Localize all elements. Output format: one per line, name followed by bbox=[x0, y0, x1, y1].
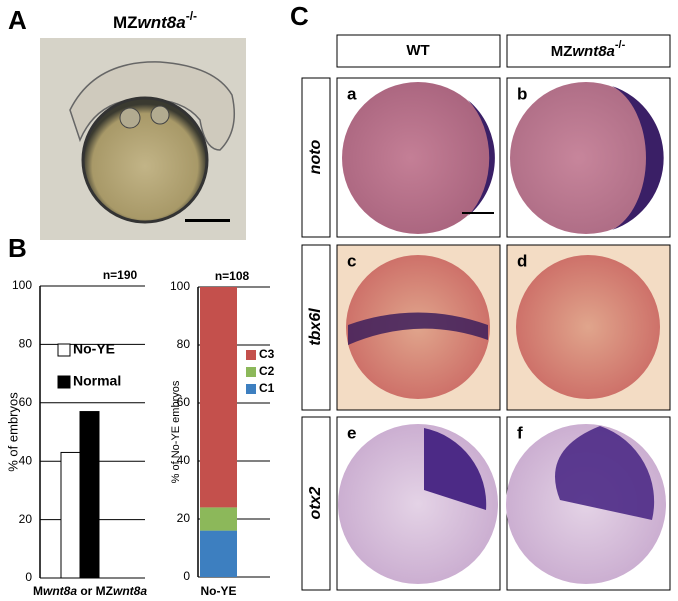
chart-title: n=108 bbox=[215, 269, 250, 283]
text: wnt8a bbox=[43, 584, 77, 598]
y-tick-label: 80 bbox=[19, 337, 33, 351]
text: M bbox=[33, 584, 43, 598]
row-label: tbx6l bbox=[307, 308, 324, 346]
y-tick-label: 100 bbox=[12, 278, 32, 292]
y-tick-label: 60 bbox=[19, 395, 33, 409]
legend-swatch bbox=[246, 350, 256, 360]
legend-swatch bbox=[246, 367, 256, 377]
panel-label: A bbox=[8, 5, 27, 35]
embryo-photo bbox=[40, 38, 246, 240]
bar-segment bbox=[200, 507, 237, 531]
y-axis-label: % of No-YE embryos bbox=[170, 380, 182, 483]
chart: n=108 % of No-YE embryos 0 20 40 60 80 100 No-YE… bbox=[170, 269, 275, 598]
legend-label: No-YE bbox=[73, 341, 115, 357]
subpanel-label: b bbox=[517, 84, 527, 103]
legend-swatch bbox=[246, 384, 256, 394]
text: wnt8a bbox=[138, 13, 186, 32]
row-label: noto bbox=[307, 139, 324, 174]
text: wnt8a bbox=[113, 584, 147, 598]
text: wnt8a bbox=[572, 43, 615, 60]
legend-swatch bbox=[57, 343, 71, 357]
panel-label: C bbox=[290, 1, 309, 31]
text: or MZ bbox=[77, 584, 113, 598]
y-tick-label: 20 bbox=[177, 511, 191, 525]
y-axis-label: % of embryos bbox=[5, 392, 20, 472]
row-label: otx2 bbox=[307, 486, 324, 519]
y-tick-label: 80 bbox=[177, 337, 191, 351]
subpanel-label: a bbox=[347, 84, 357, 103]
y-tick-label: 100 bbox=[170, 279, 190, 293]
y-tick-label: 0 bbox=[183, 569, 190, 583]
column-header: WT bbox=[406, 42, 429, 59]
legend-swatch bbox=[57, 375, 71, 389]
bar-segment bbox=[200, 530, 237, 577]
y-tick-label: 60 bbox=[177, 395, 191, 409]
bar-segment bbox=[200, 287, 237, 508]
chart: n=190 % of embryos 0 20 40 60 80 100 No-YE Normal bbox=[5, 268, 145, 584]
subpanel-label: e bbox=[347, 423, 356, 442]
subpanel-label: f bbox=[517, 423, 523, 442]
y-tick-label: 0 bbox=[25, 570, 32, 584]
text: -/- bbox=[186, 9, 197, 23]
legend-label: Normal bbox=[73, 373, 121, 389]
text: MZ bbox=[113, 13, 138, 32]
legend-label: C2 bbox=[259, 364, 275, 378]
legend-label: C3 bbox=[259, 347, 275, 361]
subpanel-label: d bbox=[517, 251, 527, 270]
chart-title: n=190 bbox=[103, 268, 138, 282]
bar bbox=[60, 451, 81, 579]
column-header: MZwnt8a-/- bbox=[551, 39, 626, 60]
panel-title: MZwnt8a-/- bbox=[113, 9, 197, 32]
x-tick-label: No-YE bbox=[201, 584, 237, 598]
y-tick-label: 40 bbox=[19, 453, 33, 467]
text: -/- bbox=[615, 39, 626, 51]
legend-label: C1 bbox=[259, 381, 275, 395]
frames bbox=[301, 34, 671, 591]
panel-label: B bbox=[8, 233, 27, 263]
x-axis-label: Mwnt8a or MZwnt8a bbox=[33, 584, 147, 598]
y-tick-label: 20 bbox=[19, 512, 33, 526]
y-tick-label: 40 bbox=[177, 453, 191, 467]
bar bbox=[79, 411, 100, 579]
in-situ-photos bbox=[336, 77, 671, 591]
text: MZ bbox=[551, 43, 573, 60]
subpanel-label: c bbox=[347, 251, 356, 270]
